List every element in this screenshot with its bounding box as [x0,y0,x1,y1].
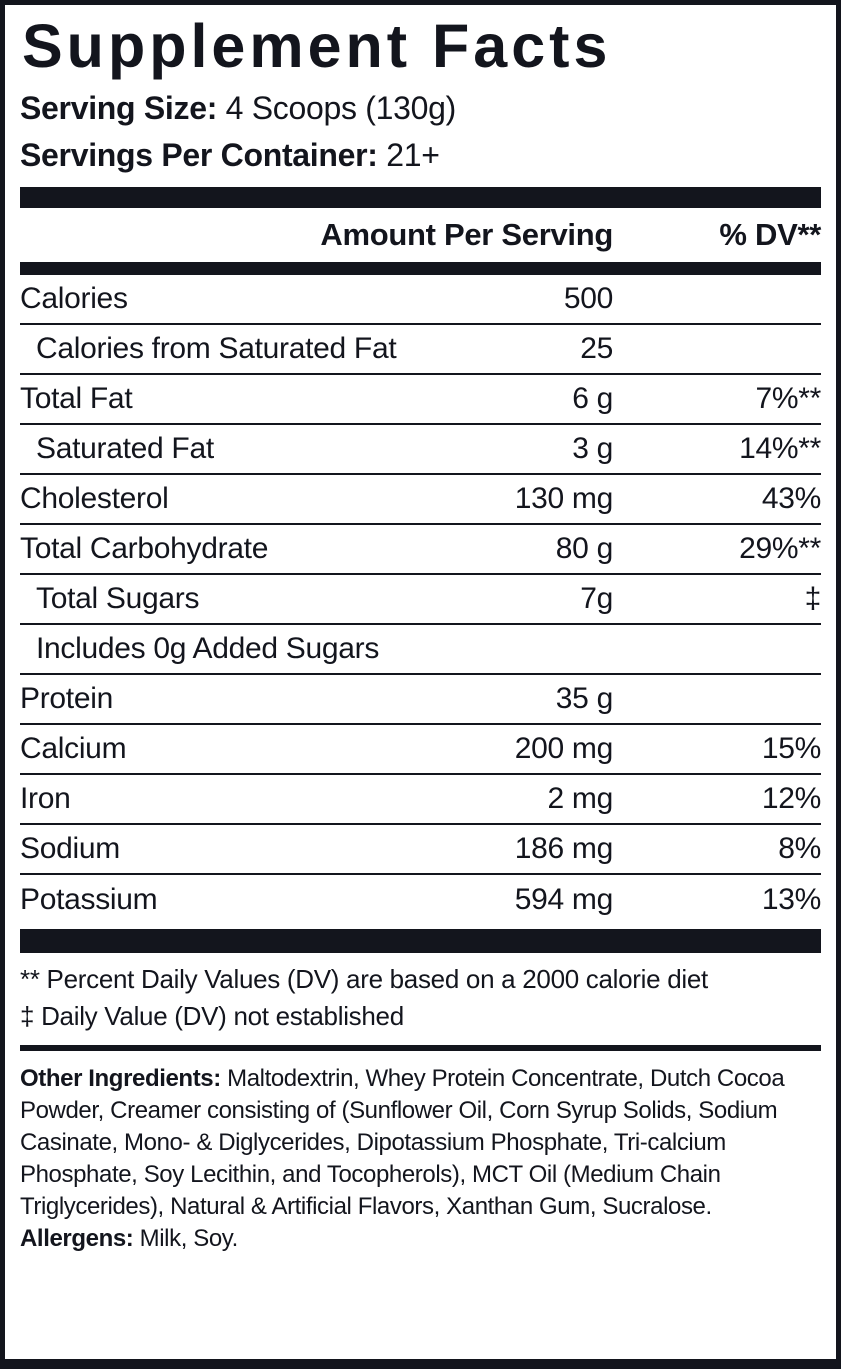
row-name: Calories [20,282,128,315]
row-name: Total Sugars [36,582,200,615]
row-name: Total Carbohydrate [20,532,269,565]
allergens-label: Allergens: [20,1225,134,1252]
other-ingredients-text: Maltodextrin, Whey Protein Concentrate, … [20,1065,785,1220]
row-amount: 6 g [572,382,613,415]
allergens-value: Milk, Soy. [133,1225,239,1252]
row-amount: 7g [580,582,613,615]
table-row: Iron 2 mg 12% [20,775,821,825]
row-name: Cholesterol [20,482,169,515]
table-row: Calcium 200 mg 15% [20,725,821,775]
table-row: Saturated Fat 3 g 14%** [20,425,821,475]
divider-bar-header [20,262,821,275]
table-row: Cholesterol 130 mg 43% [20,475,821,525]
row-dv: ‡ [804,582,822,615]
other-ingredients-paragraph: Other Ingredients: Maltodextrin, Whey Pr… [20,1063,821,1223]
servings-per-container-value: 21+ [377,137,440,173]
table-row: Calories 500 [20,275,821,325]
header-amount-per-serving: Amount Per Serving [320,217,613,252]
servings-per-container-line: Servings Per Container: 21+ [20,132,821,179]
table-row: Calories from Saturated Fat 25 [20,325,821,375]
row-name: Iron [20,782,71,815]
serving-size-label: Serving Size: [20,90,218,126]
row-name: Total Fat [20,382,133,415]
row-dv: 13% [761,883,821,916]
row-name: Saturated Fat [36,432,214,465]
serving-size-value: 4 Scoops (130g) [217,90,457,126]
row-dv: 7%** [755,382,821,415]
header-dv: % DV** [719,217,821,252]
servings-per-container-label: Servings Per Container: [20,137,378,173]
row-name: Potassium [20,883,158,916]
table-row: Sodium 186 mg 8% [20,825,821,875]
row-amount: 200 mg [514,732,614,765]
row-name: Protein [20,682,113,715]
row-amount: 186 mg [514,832,614,865]
table-row: Includes 0g Added Sugars [20,625,821,675]
row-dv: 15% [761,732,821,765]
row-amount: 500 [563,282,613,315]
row-name: Includes 0g Added Sugars [36,632,380,665]
table-row: Potassium 594 mg 13% [20,875,821,925]
table-row: Total Fat 6 g 7%** [20,375,821,425]
table-row: Total Sugars 7g ‡ [20,575,821,625]
row-dv: 29%** [739,532,821,565]
footnotes: ** Percent Daily Values (DV) are based o… [20,961,821,1035]
table-row: Total Carbohydrate 80 g 29%** [20,525,821,575]
footnote-dv-not-established: ‡ Daily Value (DV) not established [20,1001,404,1031]
footnote-daily-values: ** Percent Daily Values (DV) are based o… [20,964,708,994]
other-ingredients-label: Other Ingredients: [20,1065,221,1092]
row-dv: 43% [761,482,821,515]
divider-bar-top [20,187,821,208]
allergens-line: Allergens: Milk, Soy. [20,1223,821,1255]
row-amount: 3 g [572,432,613,465]
table-header-row: Amount Per Serving % DV** [20,208,821,262]
row-dv: 14%** [739,432,821,465]
row-amount: 130 mg [514,482,614,515]
row-amount: 594 mg [514,883,614,916]
row-name: Sodium [20,832,120,865]
page-title: Supplement Facts [22,12,612,80]
row-amount: 35 g [555,682,614,715]
nutrient-table: Calories 500 Calories from Saturated Fat… [20,275,821,925]
divider-bar-footnotes [20,1045,821,1051]
row-amount: 80 g [555,532,614,565]
table-row: Protein 35 g [20,675,821,725]
divider-bar-table-end [20,929,821,953]
serving-size-line: Serving Size: 4 Scoops (130g) [20,85,821,132]
row-name: Calcium [20,732,127,765]
row-amount: 2 mg [547,782,614,815]
row-dv: 12% [761,782,821,815]
row-amount: 25 [580,332,613,365]
row-name: Calories from Saturated Fat [36,332,397,365]
row-dv: 8% [778,832,821,865]
